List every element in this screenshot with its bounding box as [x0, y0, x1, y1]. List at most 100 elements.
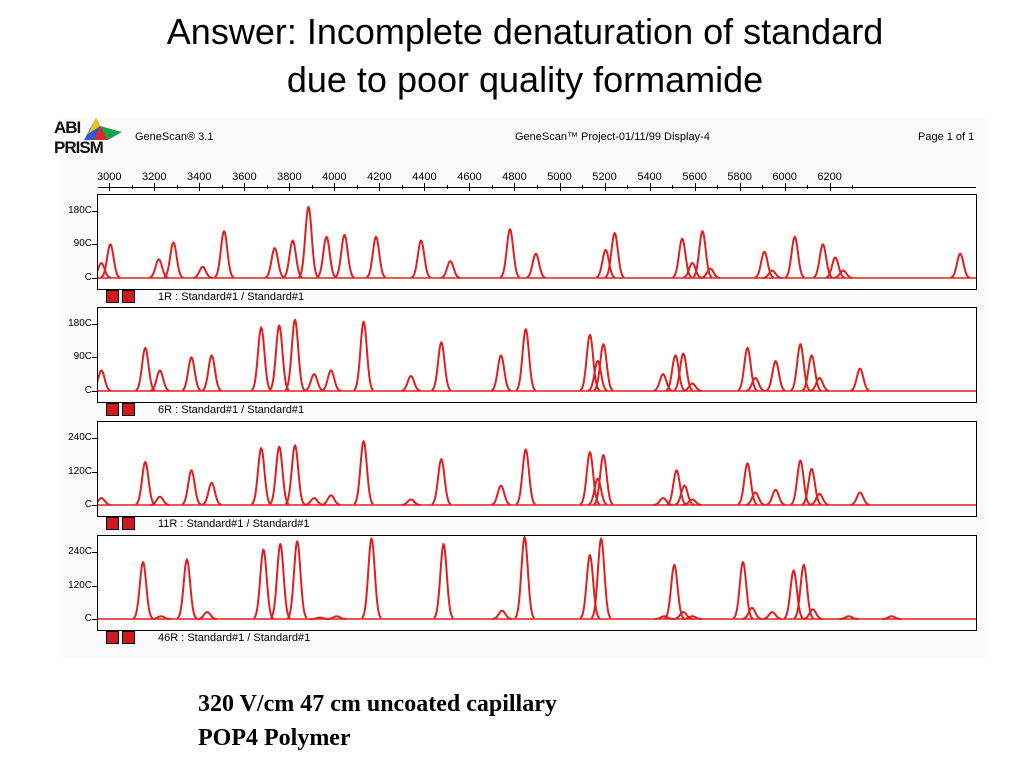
trace-peak — [492, 609, 512, 620]
trace-peak — [401, 498, 421, 506]
scale-minor-tick — [582, 185, 584, 189]
scale-minor-tick — [266, 185, 268, 189]
trace-peak — [682, 498, 703, 506]
dye-color-square[interactable] — [122, 403, 135, 416]
trace-peak — [304, 497, 324, 506]
scale-minor-tick — [537, 185, 538, 189]
trace-peak — [132, 561, 154, 620]
trace-peak — [440, 260, 461, 279]
trace-peak — [284, 444, 306, 506]
trace-peak — [674, 484, 695, 506]
trace-peak — [253, 548, 274, 619]
scale-major-tick — [694, 183, 696, 191]
trace-peak — [666, 469, 687, 506]
trace-peak — [784, 235, 805, 279]
lane-plot — [97, 307, 977, 403]
dye-color-square[interactable] — [106, 290, 119, 303]
trace-peak — [321, 494, 341, 506]
trace-peak — [802, 608, 823, 620]
trace-peak — [499, 228, 521, 279]
scale-minor-tick — [311, 185, 313, 189]
trace-peak — [801, 467, 822, 506]
dye-color-square[interactable] — [122, 517, 135, 530]
trace-peak — [250, 326, 272, 392]
scale-major-tick — [154, 183, 156, 191]
scale-tick-label: 5200 — [592, 171, 617, 183]
trace-peak — [604, 232, 625, 279]
dye-color-square[interactable] — [106, 517, 119, 530]
scale-major-tick — [109, 183, 111, 191]
trace-peak — [525, 252, 546, 279]
y-tick-label: C — [84, 613, 92, 624]
trace-peak — [664, 563, 685, 620]
dye-color-square[interactable] — [122, 290, 135, 303]
trace-peak — [410, 239, 432, 279]
scale-minor-tick — [131, 185, 133, 189]
trace-peak — [692, 230, 713, 279]
lane-plot — [97, 194, 977, 290]
lane-trace-svg — [98, 440, 976, 506]
trace-peak — [181, 469, 202, 506]
caption-line1: 320 V/cm 47 cm uncoated capillary — [198, 691, 557, 717]
trace-peak — [176, 558, 198, 620]
trace-peak — [150, 495, 170, 506]
trace-peak — [401, 375, 421, 392]
y-tick — [92, 552, 98, 554]
scale-major-tick — [289, 183, 291, 191]
trace-peak — [431, 458, 452, 506]
trace-peak — [100, 243, 121, 279]
slide-title-line2: due to poor quality formamide — [286, 59, 764, 100]
scale-major-tick — [199, 183, 201, 191]
scale-major-tick — [649, 183, 651, 191]
slide-title-line1: Answer: Incomplete denaturation of stand… — [166, 11, 884, 52]
trace-peak — [653, 497, 673, 506]
trace-peak — [700, 267, 721, 279]
scale-minor-tick — [672, 185, 674, 189]
trace-peak — [587, 360, 608, 392]
lane-trace-svg — [98, 318, 976, 392]
trace-peak — [809, 376, 830, 392]
scale-major-tick — [379, 183, 381, 191]
scale-tick-label: 5400 — [637, 171, 662, 183]
trace-peak — [593, 343, 614, 392]
trace-peak — [490, 354, 512, 392]
lane-plot — [97, 421, 977, 517]
trace-peak — [163, 241, 184, 279]
trace-peak — [491, 484, 511, 506]
y-tick — [92, 471, 98, 473]
scale-minor-tick — [627, 185, 629, 189]
trace-peak — [682, 262, 703, 279]
abi-prism-logo: ABI PRISM — [54, 118, 124, 160]
trace-peak — [181, 356, 202, 392]
lane-label-row: 11R : Standard#1 / Standard#1 — [106, 517, 309, 530]
scale-major-tick — [829, 183, 831, 191]
trace-peak — [654, 615, 674, 620]
trace-peak — [745, 376, 766, 392]
trace-peak — [682, 615, 703, 620]
trace-peak — [282, 239, 303, 279]
trace-peak — [653, 373, 673, 392]
trace-peak — [264, 247, 285, 279]
dye-color-square[interactable] — [106, 631, 119, 644]
trace-peak — [98, 369, 112, 392]
y-tick-label: 240C — [68, 432, 92, 444]
trace-peak — [742, 606, 762, 620]
scale-tick-label: 4600 — [457, 171, 482, 183]
trace-peak — [316, 235, 337, 279]
trace-peak — [268, 324, 290, 391]
lane-trace-svg — [98, 205, 976, 279]
project-name: GeneScan™ Project-01/11/99 Display-4 — [515, 131, 710, 143]
y-tick-label: 120C — [68, 579, 92, 591]
trace-peak — [881, 615, 902, 620]
trace-peak — [514, 536, 535, 619]
dye-color-square[interactable] — [122, 631, 135, 644]
y-tick-label: C — [84, 272, 92, 283]
dye-color-square[interactable] — [106, 403, 119, 416]
y-tick-label: 180C — [68, 317, 92, 329]
y-tick — [92, 438, 98, 440]
scale-tick-label: 6000 — [772, 171, 797, 183]
lane-label-row: 6R : Standard#1 / Standard#1 — [106, 403, 304, 416]
trace-peak — [737, 462, 758, 506]
trace-peak — [850, 491, 870, 506]
slide-title: Answer: Incomplete denaturation of stand… — [40, 8, 1010, 104]
